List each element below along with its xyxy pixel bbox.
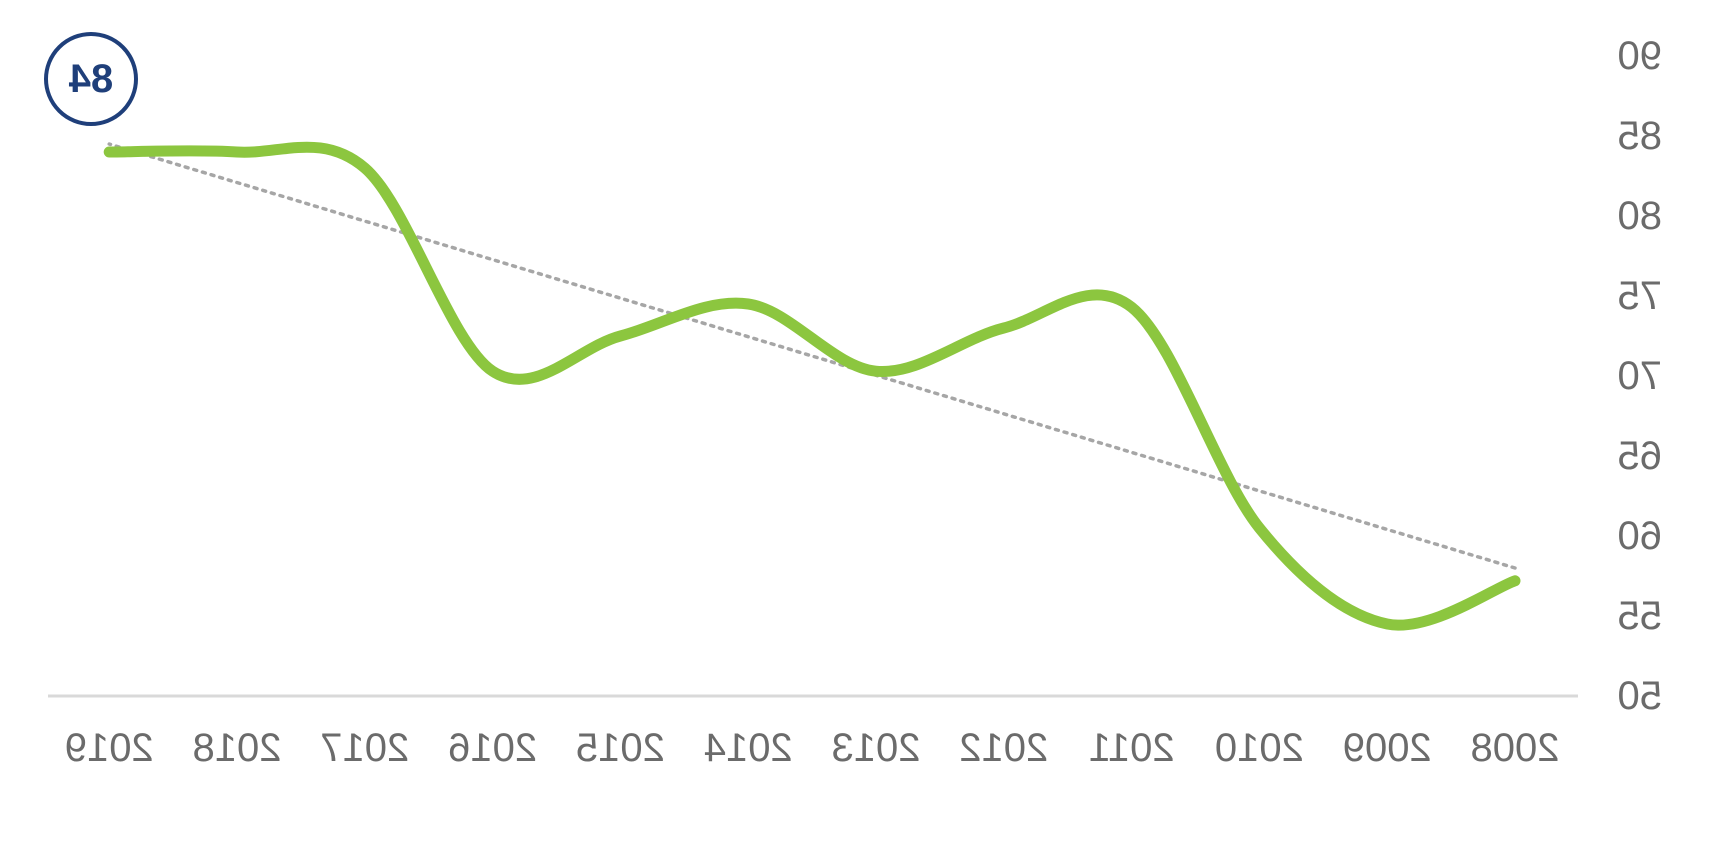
value-callout-label-text: 84 (68, 57, 113, 101)
callout-layer: 84 (44, 32, 138, 126)
y-tick-label: 70 (1618, 354, 1663, 398)
y-tick-label-text: 80 (1618, 194, 1663, 238)
y-tick-label-text: 65 (1618, 434, 1663, 478)
y-tick-label-text: 75 (1618, 274, 1663, 318)
y-tick-label-text: 50 (1618, 674, 1663, 718)
x-tick-label: 2019 (65, 726, 154, 770)
series-line-0 (103, 141, 1521, 631)
y-tick-label-text: 85 (1618, 114, 1663, 158)
y-tick-label: 80 (1618, 194, 1663, 238)
x-tick-label: 2011 (1089, 726, 1175, 770)
x-tick-label-text: 2019 (65, 726, 154, 770)
x-tick-label-text: 2018 (193, 726, 282, 770)
trendline-layer (107, 142, 1517, 570)
x-tick-label-text: 2008 (1471, 726, 1560, 770)
x-tick-label: 2017 (320, 726, 409, 770)
x-tick-label: 2010 (1215, 726, 1304, 770)
x-tick-label-text: 2013 (832, 726, 921, 770)
x-tick-label-text: 2011 (1089, 726, 1175, 770)
y-tick-label-text: 90 (1618, 34, 1663, 78)
series-layer (103, 141, 1521, 631)
x-tick-label: 2013 (832, 726, 921, 770)
x-tick-label: 2012 (959, 726, 1048, 770)
y-tick-label-text: 55 (1618, 594, 1663, 638)
x-tick-label: 2018 (193, 726, 282, 770)
x-tick-label: 2009 (1343, 726, 1432, 770)
x-tick-label-text: 2017 (320, 726, 409, 770)
y-tick-label-text: 70 (1618, 354, 1663, 398)
y-tick-label: 75 (1618, 274, 1663, 318)
y-tick-label: 50 (1618, 674, 1663, 718)
y-tick-label: 60 (1618, 514, 1663, 558)
y-tick-label-text: 60 (1618, 514, 1663, 558)
x-tick-label-text: 2016 (448, 726, 537, 770)
x-tick-label: 2016 (448, 726, 537, 770)
y-axis-labels: 50 55 60 65 70 75 80 85 90 (1618, 34, 1663, 718)
trendline (107, 142, 1517, 570)
y-tick-label: 55 (1618, 594, 1663, 638)
value-callout-circle (44, 32, 138, 126)
y-tick-label: 90 (1618, 34, 1663, 78)
x-axis-labels: 2008 2009 2010 2011 2012 2013 2014 2015 2016 2017… (65, 726, 1560, 770)
y-tick-label: 65 (1618, 434, 1663, 478)
x-tick-label-text: 2009 (1343, 726, 1432, 770)
x-tick-label-text: 2012 (959, 726, 1048, 770)
x-tick-label-text: 2010 (1215, 726, 1304, 770)
y-tick-label: 85 (1618, 114, 1663, 158)
x-tick-label-text: 2015 (576, 726, 665, 770)
value-callout-label: 84 (68, 57, 113, 101)
x-tick-label: 2014 (704, 726, 793, 770)
x-tick-label-text: 2014 (704, 726, 793, 770)
x-tick-label: 2008 (1471, 726, 1560, 770)
x-tick-label: 2015 (576, 726, 665, 770)
